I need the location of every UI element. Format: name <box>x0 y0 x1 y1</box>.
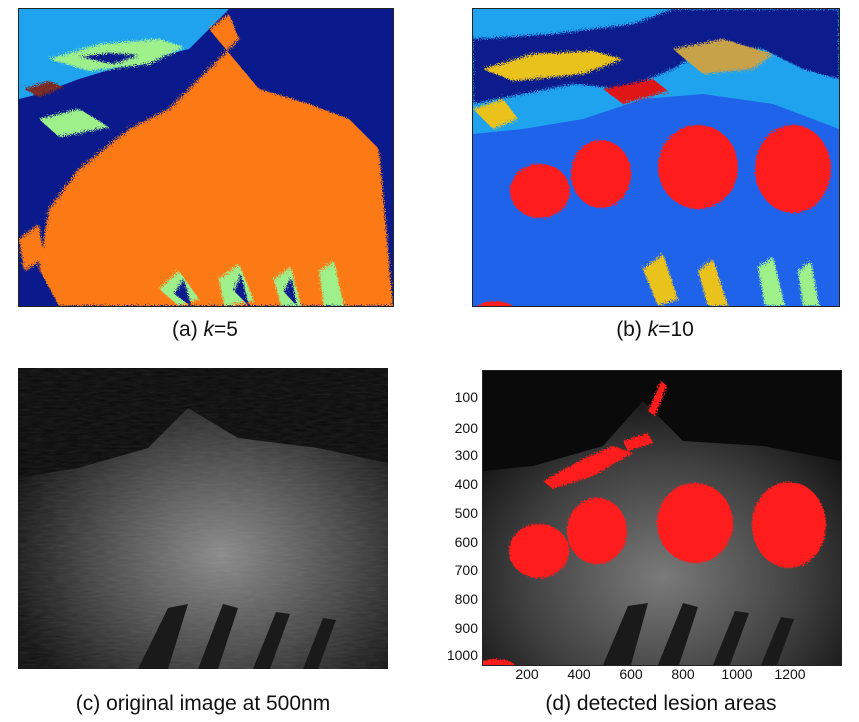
x-tick: 600 <box>619 666 643 682</box>
x-tick: 200 <box>515 666 539 682</box>
grayscale-image-500nm <box>18 368 388 669</box>
y-tick: 800 <box>454 591 478 607</box>
caption-d: (d) detected lesion areas <box>545 692 777 715</box>
y-tick: 700 <box>454 562 478 578</box>
caption-a: (a) k=5 <box>172 318 238 341</box>
y-tick: 400 <box>454 476 478 492</box>
lesion-overlay-image <box>483 371 841 665</box>
caption-c: (c) original image at 500nm <box>75 692 331 715</box>
panel-c-original-image <box>18 368 388 669</box>
k10-cluster-map <box>473 9 839 306</box>
caption-b: (b) k=10 <box>616 318 694 341</box>
panel-b-k10-clustering <box>472 8 840 307</box>
panel-d-detected-lesions <box>482 370 842 666</box>
x-tick: 1200 <box>774 666 806 682</box>
y-tick: 200 <box>454 420 478 436</box>
detected-lesions <box>483 381 826 665</box>
y-tick: 500 <box>454 505 478 521</box>
x-tick: 800 <box>671 666 695 682</box>
y-tick: 600 <box>454 534 478 550</box>
k5-cluster-map <box>19 9 393 306</box>
lesion-blobs-b <box>477 125 831 306</box>
y-tick: 100 <box>454 389 478 405</box>
x-tick: 1000 <box>721 666 753 682</box>
x-tick: 400 <box>567 666 591 682</box>
y-tick: 900 <box>454 620 478 636</box>
y-tick: 300 <box>454 447 478 463</box>
panel-a-k5-clustering <box>18 8 394 307</box>
y-tick: 1000 <box>446 647 478 663</box>
